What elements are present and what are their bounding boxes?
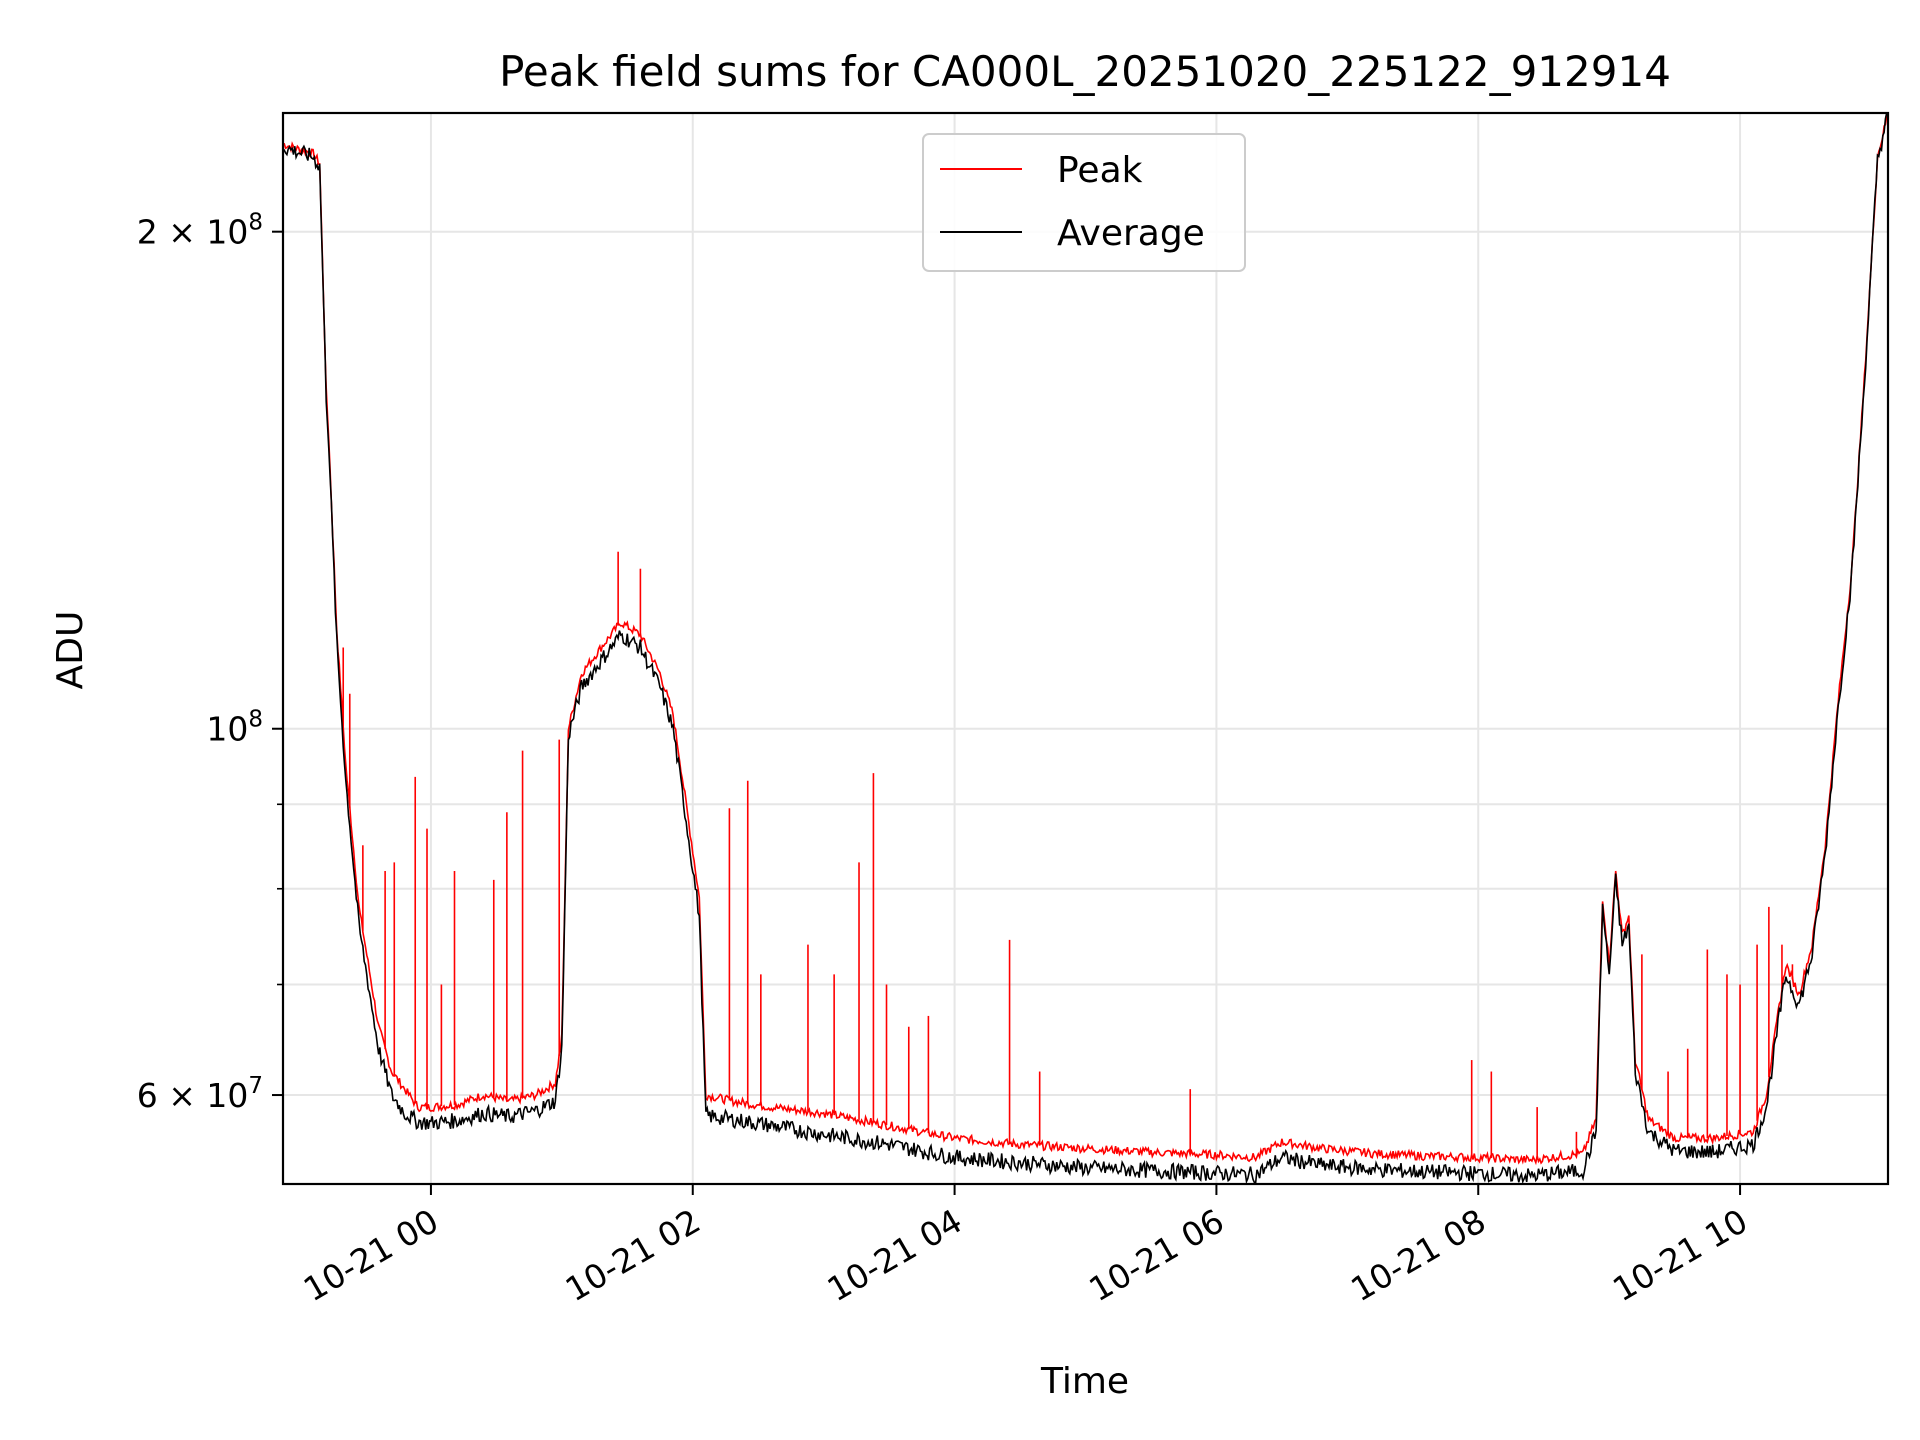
y-axis-label: ADU [50, 611, 91, 690]
y-tick-label: 2 × 108 [137, 210, 263, 252]
x-axis-label: Time [1040, 1361, 1129, 1402]
series-line-average [283, 113, 1888, 1184]
y-tick-label: 108 [206, 707, 263, 749]
legend: Peak Average [922, 133, 1246, 272]
grid [283, 113, 1888, 1184]
legend-peak-label: Peak [1057, 150, 1143, 191]
axes-frame [281, 111, 1890, 1186]
series-line-peak [283, 113, 1888, 1166]
plot-area [283, 113, 1888, 1184]
chart-title: Peak field sums for CA000L_20251020_2251… [499, 47, 1671, 96]
legend-average-label: Average [1057, 213, 1205, 254]
y-tick-label: 6 × 107 [137, 1073, 263, 1115]
